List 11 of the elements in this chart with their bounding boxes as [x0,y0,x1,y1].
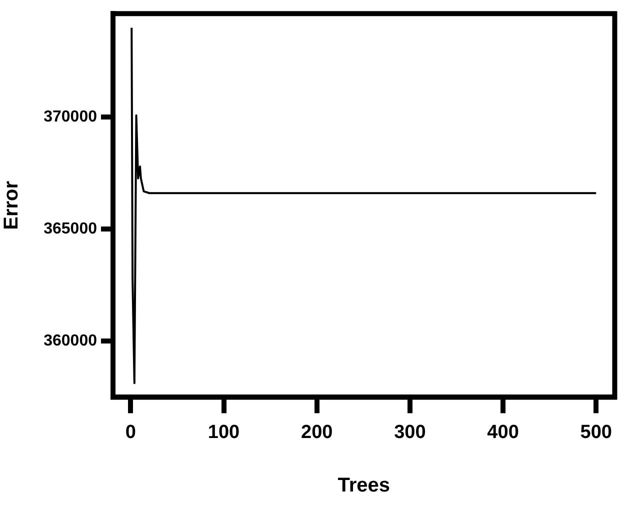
x-tick-label: 400 [487,422,519,443]
x-tick-label: 500 [580,422,612,443]
y-tick-label: 365000 [44,220,98,238]
x-tick-label: 300 [394,422,426,443]
x-tick-label: 200 [301,422,333,443]
y-tick-label: 360000 [44,332,98,350]
x-tick-label: 0 [125,422,136,443]
y-tick-label: 370000 [44,108,98,126]
x-tick-label: 100 [208,422,240,443]
x-axis-title: Trees [338,474,390,497]
y-axis-title: Error [0,180,23,230]
